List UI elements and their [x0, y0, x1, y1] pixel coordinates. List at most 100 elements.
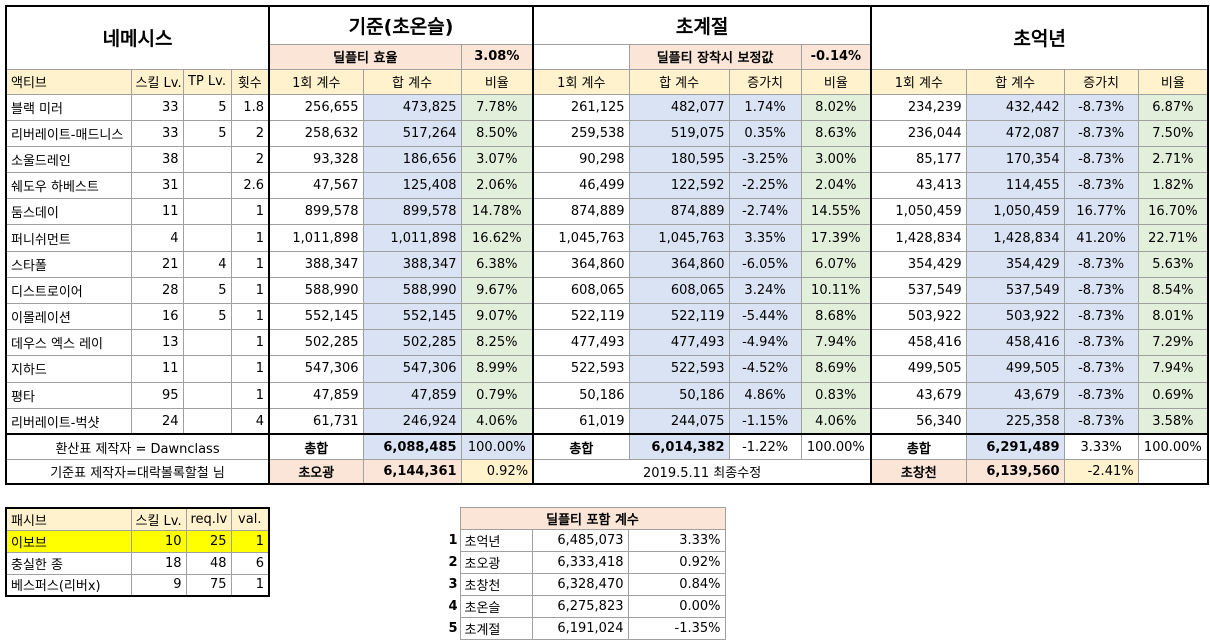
base-eff-value[interactable]: 3.08% — [460, 43, 534, 70]
data-cell[interactable]: 482,077 — [628, 93, 730, 121]
data-cell[interactable]: -2.25% — [728, 172, 802, 200]
column-header[interactable]: 1회 계수 — [532, 68, 630, 95]
data-cell[interactable]: 6.38% — [460, 250, 534, 278]
data-cell[interactable]: 517,264 — [362, 119, 462, 147]
credit-converter[interactable]: 환산표 제작자 = Dawnclass — [5, 433, 270, 460]
data-cell[interactable]: 477,493 — [628, 329, 730, 357]
data-cell[interactable]: 1,050,459 — [870, 198, 967, 226]
data-cell[interactable]: 85,177 — [870, 145, 967, 174]
data-cell[interactable]: 5.63% — [1137, 250, 1209, 278]
heaven-delta[interactable]: -2.41% — [1063, 458, 1139, 485]
data-cell[interactable]: -8.73% — [1063, 355, 1139, 383]
data-cell[interactable]: 이몰레이션 — [5, 302, 132, 331]
data-cell[interactable] — [182, 224, 232, 252]
data-cell[interactable]: 6.87% — [1137, 93, 1209, 121]
data-cell[interactable]: 364,860 — [628, 250, 730, 278]
data-cell[interactable]: 8.02% — [800, 93, 872, 121]
data-cell[interactable]: 4.06% — [460, 407, 534, 435]
data-cell[interactable]: 47,567 — [268, 172, 364, 200]
coef-cell[interactable]: 3.33% — [627, 529, 726, 552]
data-cell[interactable]: 244,075 — [628, 407, 730, 435]
data-cell[interactable]: 186,656 — [362, 145, 462, 174]
coef-cell[interactable]: 6,333,418 — [531, 551, 629, 574]
data-cell[interactable]: 519,075 — [628, 119, 730, 147]
passive-cell[interactable]: 9 — [130, 573, 187, 597]
data-cell[interactable]: 537,549 — [870, 276, 967, 305]
passive-cell[interactable]: 6 — [230, 551, 270, 575]
data-cell[interactable]: -2.74% — [728, 198, 802, 226]
passive-cell[interactable]: 1 — [230, 573, 270, 597]
data-cell[interactable]: 7.29% — [1137, 329, 1209, 357]
data-cell[interactable]: -8.73% — [1063, 145, 1139, 174]
data-cell[interactable]: 261,125 — [532, 93, 630, 121]
sum-label[interactable]: 총합 — [870, 433, 967, 460]
data-cell[interactable]: 8.68% — [800, 302, 872, 331]
data-cell[interactable]: 0.69% — [1137, 381, 1209, 409]
data-cell[interactable]: 2.04% — [800, 172, 872, 200]
data-cell[interactable]: -6.05% — [728, 250, 802, 278]
coef-cell[interactable]: 6,275,823 — [531, 595, 629, 618]
data-cell[interactable]: 41.20% — [1063, 224, 1139, 252]
data-cell[interactable]: 소울드레인 — [5, 145, 132, 174]
data-cell[interactable]: 9.67% — [460, 276, 534, 305]
data-cell[interactable]: 122,592 — [628, 172, 730, 200]
data-cell[interactable]: 둠스데이 — [5, 198, 132, 226]
column-header[interactable]: 비율 — [800, 68, 872, 95]
data-cell[interactable]: 7.94% — [800, 329, 872, 357]
coef-cell[interactable]: 6,485,073 — [531, 529, 629, 552]
passive-column-header[interactable]: val. — [230, 507, 270, 531]
data-cell[interactable]: 899,578 — [268, 198, 364, 226]
data-cell[interactable]: -8.73% — [1063, 381, 1139, 409]
data-cell[interactable] — [182, 381, 232, 409]
data-cell[interactable]: 4 — [182, 250, 232, 278]
data-cell[interactable]: 1.74% — [728, 93, 802, 121]
coef-cell[interactable]: 0.84% — [627, 573, 726, 596]
coef-cell[interactable]: 0.92% — [627, 551, 726, 574]
column-header[interactable]: 증가치 — [1063, 68, 1139, 95]
light-label[interactable]: 초오광 — [268, 458, 364, 485]
data-cell[interactable]: 16 — [130, 302, 184, 331]
passive-cell[interactable]: 18 — [130, 551, 187, 575]
data-cell[interactable]: 458,416 — [965, 329, 1065, 357]
data-cell[interactable]: 552,145 — [362, 302, 462, 331]
column-header[interactable]: 액티브 — [5, 68, 132, 95]
data-cell[interactable]: 2 — [230, 145, 270, 174]
passive-cell[interactable]: 25 — [185, 529, 232, 553]
column-header[interactable]: 합 계수 — [965, 68, 1065, 95]
data-cell[interactable]: 258,632 — [268, 119, 364, 147]
coef-cell[interactable]: 초억년 — [459, 529, 533, 552]
empty-cell[interactable] — [532, 43, 630, 70]
data-cell[interactable]: -8.73% — [1063, 172, 1139, 200]
data-cell[interactable]: 477,493 — [532, 329, 630, 357]
data-cell[interactable]: 10.11% — [800, 276, 872, 305]
data-cell[interactable]: 588,990 — [362, 276, 462, 305]
credit-base[interactable]: 기준표 제작자=대락볼록할철 님 — [5, 458, 270, 485]
passive-cell[interactable]: 충실한 종 — [5, 551, 132, 575]
column-header[interactable]: 증가치 — [728, 68, 802, 95]
data-cell[interactable]: -8.73% — [1063, 407, 1139, 435]
data-cell[interactable]: -1.15% — [728, 407, 802, 435]
data-cell[interactable]: 8.99% — [460, 355, 534, 383]
coef-cell[interactable]: 초창천 — [459, 573, 533, 596]
data-cell[interactable]: 388,347 — [268, 250, 364, 278]
data-cell[interactable]: 2 — [230, 119, 270, 147]
data-cell[interactable]: 61,019 — [532, 407, 630, 435]
data-cell[interactable]: 503,922 — [965, 302, 1065, 331]
data-cell[interactable]: 503,922 — [870, 302, 967, 331]
data-cell[interactable]: 7.94% — [1137, 355, 1209, 383]
coef-cell[interactable]: 초계절 — [459, 617, 533, 640]
data-cell[interactable]: 8.25% — [460, 329, 534, 357]
data-cell[interactable]: 17.39% — [800, 224, 872, 252]
data-cell[interactable]: 쉐도우 하베스트 — [5, 172, 132, 200]
data-cell[interactable]: -8.73% — [1063, 93, 1139, 121]
column-header[interactable]: 합 계수 — [362, 68, 462, 95]
data-cell[interactable]: -8.73% — [1063, 276, 1139, 305]
data-cell[interactable]: 90,298 — [532, 145, 630, 174]
empty-cell[interactable] — [1137, 458, 1209, 485]
data-cell[interactable]: 364,860 — [532, 250, 630, 278]
sum-label[interactable]: 총합 — [268, 433, 364, 460]
data-cell[interactable]: 499,505 — [965, 355, 1065, 383]
data-cell[interactable]: 47,859 — [362, 381, 462, 409]
data-cell[interactable]: 259,538 — [532, 119, 630, 147]
data-cell[interactable]: -8.73% — [1063, 250, 1139, 278]
